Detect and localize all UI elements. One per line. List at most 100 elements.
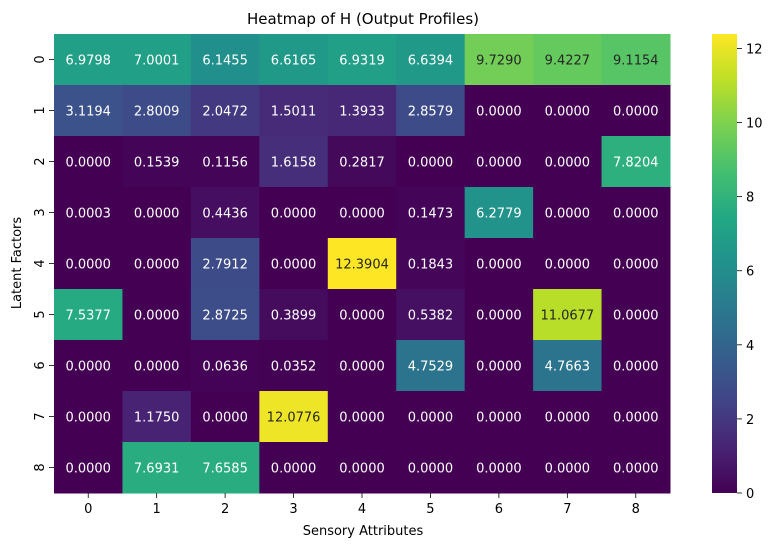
heatmap-cell [533,391,603,443]
cell-value-label: 0.0000 [545,411,591,426]
heatmap-cell [190,289,260,341]
heatmap-cell [601,340,671,392]
cell-value-label: 6.1455 [202,54,248,69]
cell-value-label: 0.0000 [613,360,659,375]
cell-value-label: 0.1473 [408,207,454,222]
cell-value-label: 6.9319 [339,54,385,69]
heatmap-cell [122,34,192,86]
heatmap-cell [396,340,466,392]
heatmap-cell [122,136,192,188]
colorbar-tick-label: 10 [746,117,763,132]
x-tick-label: 2 [221,502,229,517]
heatmap-cell [259,289,329,341]
cell-value-label: 0.0000 [476,156,522,171]
heatmap-cell [327,289,397,341]
cell-value-label: 1.6158 [271,156,317,171]
cell-value-label: 0.0000 [545,105,591,120]
cell-value-label: 0.0636 [202,360,248,375]
heatmap-cell [533,136,603,188]
cell-value-label: 0.0000 [545,258,591,273]
heatmap-cell [533,187,603,239]
heatmap-cell [122,85,192,137]
heatmap-cell [464,85,534,137]
x-tick-label: 1 [153,502,161,517]
cell-value-label: 0.0000 [408,411,454,426]
cell-value-label: 0.0352 [271,360,317,375]
heatmap-cell [54,238,123,290]
heatmap-cell [601,34,671,86]
cell-value-label: 6.6165 [271,54,317,69]
heatmap-cell [327,442,397,494]
heatmap-cell [259,442,329,494]
heatmap-cell [464,34,534,86]
colorbar-ticks: 0 2 4 6 8 10 12 [737,42,763,502]
heatmap-cell [533,34,603,86]
colorbar-tick-label: 4 [746,339,754,354]
cell-value-label: 0.0000 [613,105,659,120]
y-axis-ticks: 0 1 2 3 4 5 6 7 8 [33,55,54,472]
cell-value-label: 7.6585 [202,462,248,477]
cell-value-label: 6.9798 [65,54,111,69]
heatmap-cell [464,289,534,341]
heatmap-cell [533,340,603,392]
heatmap-cell [122,391,192,443]
cell-value-label: 0.0000 [476,258,522,273]
cell-value-label: 1.5011 [271,105,317,120]
cell-value-label: 4.7663 [545,360,591,375]
heatmap-cell [601,187,671,239]
heatmap-cell [190,391,260,443]
heatmap-cell [327,391,397,443]
cell-value-label: 2.7912 [202,258,248,273]
cell-value-label: 0.0000 [339,309,385,324]
y-tick-label: 7 [33,412,48,420]
heatmap-cell [327,187,397,239]
heatmap-cell [54,85,123,137]
y-tick-label: 3 [33,208,48,216]
x-tick-label: 4 [358,502,366,517]
cell-value-label: 0.4436 [202,207,248,222]
cell-value-label: 0.0000 [134,207,180,222]
cell-value-label: 0.3899 [271,309,317,324]
cell-value-label: 0.0000 [339,462,385,477]
heatmap-cell [327,34,397,86]
heatmap-cell [396,34,466,86]
cell-value-label: 7.5377 [65,309,111,324]
heatmap-cell [601,289,671,341]
y-tick-label: 0 [33,55,48,63]
heatmap-cell [54,442,123,494]
heatmap-cell [54,340,123,392]
colorbar-tick-label: 8 [746,191,754,206]
cell-value-label: 1.1750 [134,411,180,426]
heatmap-cell [396,289,466,341]
heatmap-cell [259,34,329,86]
heatmap-cell [54,187,123,239]
cell-value-label: 12.3904 [335,258,389,273]
heatmap-cell [54,391,123,443]
cell-value-label: 0.0003 [65,207,111,222]
cell-value-label: 3.1194 [65,105,111,120]
y-tick-label: 4 [33,259,48,267]
cell-value-label: 2.8725 [202,309,248,324]
heatmap-cell [259,391,329,443]
heatmap-cell [259,85,329,137]
cell-value-label: 0.0000 [271,258,317,273]
heatmap-cell [122,238,192,290]
heatmap-cell [396,391,466,443]
cell-value-label: 0.0000 [65,360,111,375]
cell-value-label: 2.8579 [408,105,454,120]
cell-value-label: 6.2779 [476,207,522,222]
cell-value-label: 9.7290 [476,54,522,69]
x-tick-label: 0 [84,502,92,517]
heatmap-cell [190,442,260,494]
x-axis-label: Sensory Attributes [303,524,424,539]
cell-value-label: 0.0000 [408,462,454,477]
cell-value-label: 0.0000 [271,462,317,477]
heatmap-cell [122,289,192,341]
cell-value-label: 0.0000 [65,462,111,477]
cell-value-label: 0.0000 [134,309,180,324]
cell-value-label: 0.0000 [613,462,659,477]
cell-value-label: 0.1843 [408,258,454,273]
cell-value-label: 0.0000 [613,411,659,426]
cell-value-label: 0.0000 [134,258,180,273]
x-tick-label: 5 [426,502,434,517]
